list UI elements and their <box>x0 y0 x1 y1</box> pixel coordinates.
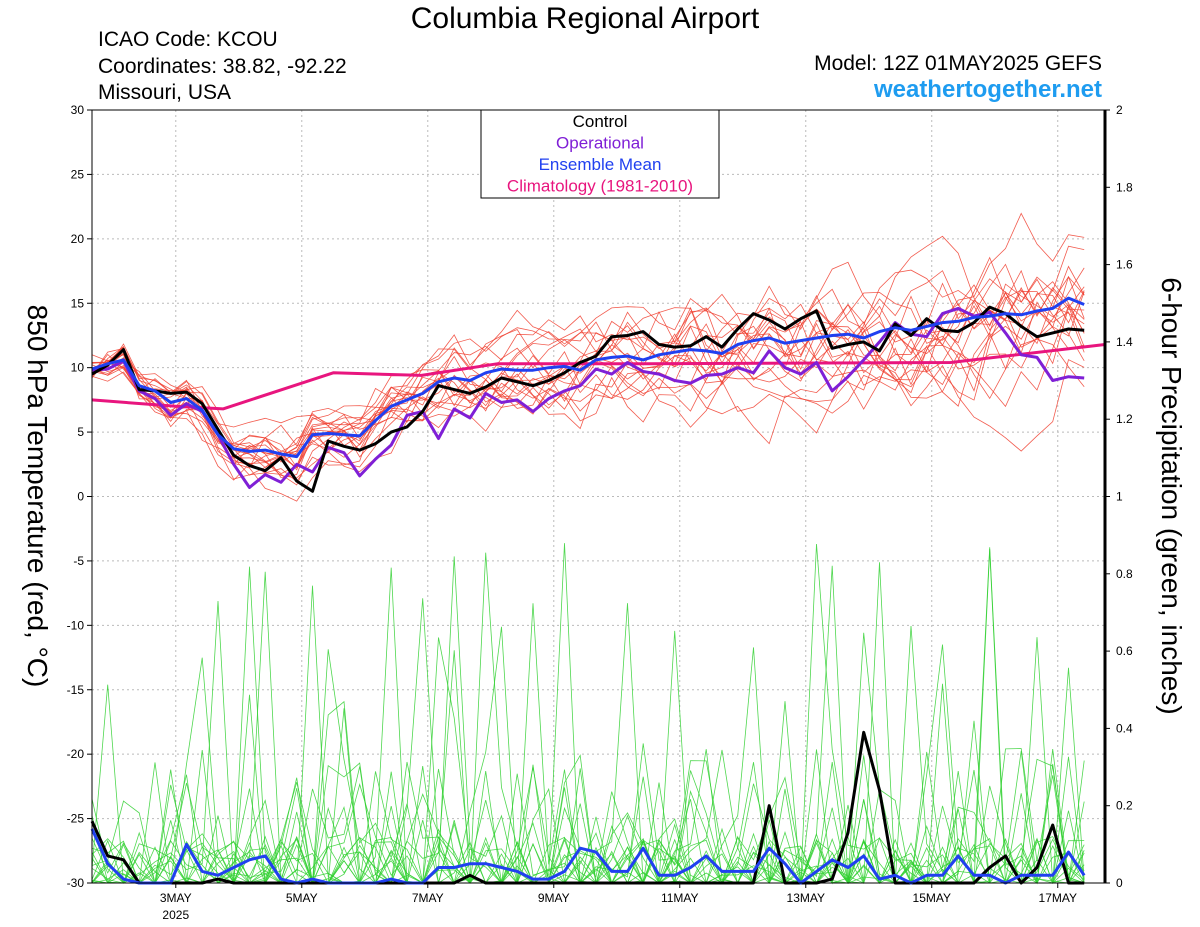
y-tick-label: 15 <box>71 296 85 310</box>
icao-code: ICAO Code: KCOU <box>98 28 278 51</box>
temp-member-line <box>91 256 1085 476</box>
precip-ensemble-members <box>91 543 1085 885</box>
x-tick-label: 13MAY <box>787 891 825 905</box>
legend-entry: Climatology (1981-2010) <box>507 177 693 196</box>
x-tick-label: 5MAY <box>286 891 318 905</box>
legend-box <box>480 109 720 199</box>
x-tick-label: 15MAY <box>913 891 951 905</box>
precip-member-line <box>91 566 1085 885</box>
precip-member-line <box>91 543 1085 885</box>
y-tick-label: -15 <box>67 683 85 697</box>
y2-tick-label: 1 <box>1116 490 1123 504</box>
y2-tick-label: 0.8 <box>1116 567 1133 581</box>
y-tick-label: -30 <box>67 876 85 890</box>
y-tick-label: -20 <box>67 747 85 761</box>
y2-tick-label: 1.2 <box>1116 412 1133 426</box>
y2-tick-label: 1.4 <box>1116 335 1133 349</box>
temp-member-line <box>91 270 1085 469</box>
x-tick-sublabel: 2025 <box>162 908 189 922</box>
temp-member-line <box>91 276 1085 502</box>
precip-member-line <box>91 783 1085 885</box>
y2-axis-label: 6-hour Precipitation (green, inches) <box>1156 277 1187 714</box>
x-tick-label: 11MAY <box>661 891 699 905</box>
y2-tick-label: 2 <box>1116 103 1123 117</box>
y-tick-label: 25 <box>71 167 85 181</box>
precip-member-line <box>91 549 1085 884</box>
gridlines <box>92 110 1105 883</box>
legend-entry: Control <box>573 112 628 131</box>
y2-tick-label: 1.6 <box>1116 258 1133 272</box>
y-tick-label: 20 <box>71 232 85 246</box>
precip-member-line <box>91 647 1085 885</box>
temp-member-line <box>91 235 1085 466</box>
y-tick-label: 10 <box>71 361 85 375</box>
precip-ensemble-mean-line <box>90 828 1086 885</box>
temp-member-line <box>91 286 1085 479</box>
temp-member-line <box>91 269 1085 445</box>
x-tick-label: 7MAY <box>412 891 444 905</box>
y2-tick-label: 0.4 <box>1116 721 1133 735</box>
temp-member-line <box>91 295 1085 486</box>
y-tick-label: -25 <box>67 812 85 826</box>
precip-member-line <box>91 684 1085 885</box>
temp-member-line <box>92 269 1085 466</box>
precip-member-line <box>91 552 1085 885</box>
y-tick-label: -5 <box>73 554 84 568</box>
precip-member-line <box>91 562 1085 885</box>
axis-ticks: 302520151050-5-10-15-20-25-3021.81.61.41… <box>67 103 1133 922</box>
x-tick-label: 3MAY <box>160 891 192 905</box>
precip-member-line <box>91 543 1085 884</box>
y2-tick-label: 1.8 <box>1116 180 1133 194</box>
model-run: Model: 12Z 01MAY2025 GEFS <box>814 52 1102 75</box>
y-tick-label: 5 <box>77 425 84 439</box>
legend: Control Operational Ensemble Mean Climatolo… <box>480 109 720 199</box>
temp-operational-line <box>91 306 1085 489</box>
temp-member-line <box>91 212 1085 469</box>
y2-tick-label: 0.2 <box>1116 799 1133 813</box>
legend-entry: Operational <box>556 134 644 153</box>
precip-member-line <box>91 749 1085 885</box>
temp-ensemble-members <box>91 212 1085 502</box>
x-tick-label: 9MAY <box>538 891 570 905</box>
temp-control-line <box>91 305 1085 493</box>
temp-member-line <box>91 287 1085 475</box>
y2-tick-label: 0.6 <box>1116 644 1133 658</box>
y-axis-label: 850 hPa Temperature (red, °C) <box>22 305 53 688</box>
y-tick-label: 0 <box>77 490 84 504</box>
y-tick-label: -10 <box>67 618 85 632</box>
legend-entry: Ensemble Mean <box>539 155 662 174</box>
precip-member-line <box>91 644 1085 884</box>
site-name: weathertogether.net <box>873 76 1102 103</box>
temp-ensemble-mean-line <box>91 296 1085 459</box>
precip-member-line <box>91 547 1085 885</box>
x-tick-label: 17MAY <box>1039 891 1077 905</box>
region: Missouri, USA <box>98 81 232 104</box>
y2-tick-label: 0 <box>1116 876 1123 890</box>
y-tick-label: 30 <box>71 103 85 117</box>
chart-title: Columbia Regional Airport <box>410 2 760 35</box>
coordinates: Coordinates: 38.82, -92.22 <box>98 55 347 78</box>
precip-member-line <box>92 565 1085 885</box>
